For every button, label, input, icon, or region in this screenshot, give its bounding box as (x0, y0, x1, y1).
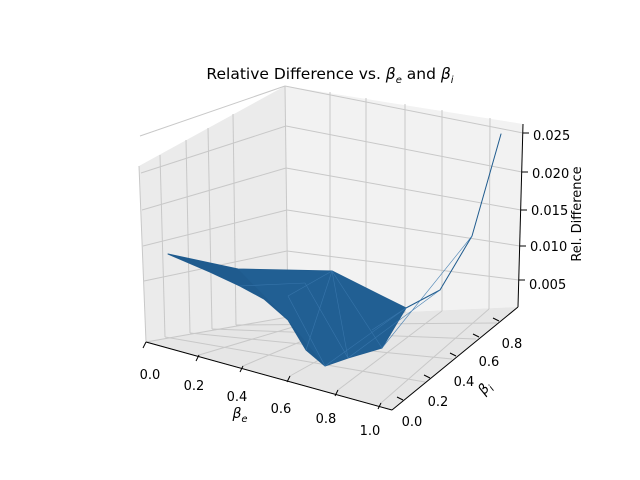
x-axis-label: βe (231, 406, 247, 425)
y-tick-label: 0.2 (428, 395, 449, 410)
title-beta-i: β (440, 65, 451, 83)
tick-marks (142, 132, 529, 410)
x-tick-label: 1.0 (360, 424, 381, 439)
y-axis-sub: i (487, 384, 497, 393)
x-tick-label: 0.8 (316, 412, 337, 427)
z-tick-label: 0.020 (532, 167, 569, 182)
back-pane (285, 86, 523, 317)
grid-lines (138, 85, 524, 411)
surface-facet-lines (239, 235, 473, 367)
title-and: and (402, 65, 441, 83)
y-tick-label: 0.8 (502, 337, 523, 352)
x-tick-label: 0.2 (184, 379, 205, 394)
x-tick-label: 0.0 (140, 368, 161, 383)
x-tick-label: 0.6 (271, 402, 292, 417)
surface-rear-patch (238, 269, 406, 366)
z-tick-label: 0.005 (529, 278, 566, 293)
x-axis-line (145, 341, 393, 411)
z-tick-label: 0.010 (530, 240, 567, 255)
title-beta-e-sub: e (396, 75, 402, 86)
z-axis-label: Rel. Difference (570, 166, 585, 261)
title-text: Relative Difference vs. (206, 65, 385, 83)
y-tick-label: 0.6 (479, 355, 500, 370)
y-axis-line (391, 306, 519, 411)
z-tick-label: 0.025 (533, 129, 570, 144)
x-axis-sub: e (241, 414, 247, 425)
x-tick-labels: 0.0 0.2 0.4 0.6 0.8 1.0 (140, 368, 381, 439)
z-tick-labels: 0.005 0.010 0.015 0.020 0.025 (529, 129, 570, 293)
y-tick-label: 0.4 (454, 375, 475, 390)
y-tick-label: 0.0 (402, 415, 423, 430)
y-axis-label: βi (474, 379, 497, 401)
title-beta-i-sub: i (451, 75, 454, 86)
z-axis-line (517, 123, 524, 308)
z-tick-label: 0.015 (531, 204, 568, 219)
surface (167, 133, 502, 367)
axis-lines (145, 123, 524, 411)
chart-title: Relative Difference vs. βe and βi (206, 65, 453, 86)
x-tick-label: 0.4 (227, 390, 248, 405)
y-tick-labels: 0.0 0.2 0.4 0.6 0.8 (402, 337, 523, 430)
x-axis-symbol: β (231, 406, 241, 422)
title-beta-e: β (385, 65, 396, 83)
